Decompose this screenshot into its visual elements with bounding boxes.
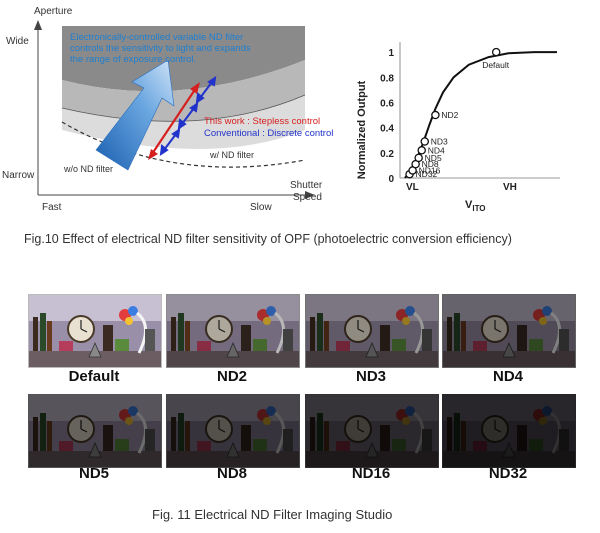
point-nd2 xyxy=(431,110,440,120)
scene-thumbnail-nd2 xyxy=(166,294,300,368)
scene-thumbnail-nd5 xyxy=(28,394,162,468)
y-tick-label: 1 xyxy=(388,48,394,59)
point-label-nd4: ND4 xyxy=(428,145,445,155)
x-axis-arrowhead xyxy=(305,191,315,199)
this-work-label: This work : Stepless control xyxy=(204,116,320,127)
scene-thumbnail-nd4 xyxy=(442,294,576,368)
y-tick-label: 0.4 xyxy=(380,124,394,135)
point-default xyxy=(491,47,501,57)
narrow-label: Narrow xyxy=(2,170,35,181)
no-nd-curve xyxy=(61,94,306,122)
scene-label-nd32: ND32 xyxy=(488,465,528,482)
band-dark xyxy=(62,26,305,92)
y-tick-label: 0.2 xyxy=(380,149,394,160)
sensitivity-arrow xyxy=(95,59,175,171)
annotation-line-1: Electronically-controlled variable ND fi… xyxy=(70,32,243,43)
point-label-nd8: ND8 xyxy=(422,159,439,169)
scene-thumbnail-nd3 xyxy=(305,294,439,368)
nd-filter-curve xyxy=(61,121,306,168)
without-nd-label: w/o ND filter xyxy=(63,164,113,174)
exposure-diagram: Aperture Wide Narrow Fast Slow Shutter S… xyxy=(2,6,333,213)
point-label-default: Default xyxy=(482,60,510,70)
scene-image xyxy=(306,395,438,467)
stepless-arrowhead-bottom xyxy=(148,149,158,160)
shutter-label: Shutter xyxy=(290,180,323,191)
point-nd4 xyxy=(417,146,426,155)
scene-label-nd3: ND3 xyxy=(355,368,386,385)
point-nd5 xyxy=(414,153,423,163)
scene-thumbnail-default xyxy=(28,294,162,368)
y-tick-label: 0.6 xyxy=(380,98,394,109)
point-label-nd2: ND2 xyxy=(441,110,458,120)
conventional-label: Conventional : Discrete control xyxy=(204,128,333,139)
fig11-caption: Fig. 11 Electrical ND Filter Imaging Stu… xyxy=(152,507,393,522)
speed-label: Speed xyxy=(293,192,322,203)
scene-image xyxy=(167,395,299,467)
annotation-line-3: the range of exposure control. xyxy=(70,54,196,65)
band-mid xyxy=(62,60,305,122)
aperture-label: Aperture xyxy=(34,6,73,17)
scene-label-default: Default xyxy=(68,368,120,385)
x-tick-vl: VL xyxy=(406,182,419,193)
fig10-caption: Fig.10 Effect of electrical ND filter se… xyxy=(24,232,512,246)
scene-thumbnail-nd32 xyxy=(442,394,576,468)
y-tick-labels: 0 0.2 0.4 0.6 0.8 1 xyxy=(380,48,394,185)
stepless-arrowhead-top xyxy=(190,82,200,94)
discrete-arrows xyxy=(159,75,217,157)
x-tick-vh: VH xyxy=(503,182,517,193)
point-label-nd16: ND16 xyxy=(419,165,441,175)
scene-label-nd2: ND2 xyxy=(216,368,247,385)
chart-xlabel: VITO xyxy=(465,199,486,213)
scene-image xyxy=(443,295,575,367)
y-tick-label: 0.8 xyxy=(380,73,394,84)
scene-label-nd4: ND4 xyxy=(492,368,523,385)
with-nd-label: w/ ND filter xyxy=(209,150,254,160)
scene-label-nd5: ND5 xyxy=(78,465,109,482)
point-label-nd32: ND32 xyxy=(416,169,438,179)
y-axis-arrowhead xyxy=(34,20,42,30)
scene-label-nd16: ND16 xyxy=(351,465,391,482)
point-label-nd5: ND5 xyxy=(425,153,442,163)
scene-image xyxy=(29,395,161,467)
y-tick-label: 0 xyxy=(388,174,394,185)
annotation-line-2: controls the sensitivity to light and ex… xyxy=(70,43,251,54)
chart-ylabel: Normalized Output xyxy=(356,80,368,179)
stepless-arrow xyxy=(151,87,197,155)
scene-label-nd8: ND8 xyxy=(216,465,247,482)
scene-thumbnail-nd16 xyxy=(305,394,439,468)
scene-thumbnail-nd8 xyxy=(166,394,300,468)
wide-label: Wide xyxy=(6,36,29,47)
scene-image xyxy=(167,295,299,367)
slow-label: Slow xyxy=(250,202,272,213)
scene-image xyxy=(29,295,161,367)
point-label-nd3: ND3 xyxy=(431,136,448,146)
point-nd3 xyxy=(420,137,430,146)
fast-label: Fast xyxy=(42,202,62,213)
scene-image xyxy=(306,295,438,367)
normalized-output-chart: Normalized Output 0 0.2 0.4 0.6 0.8 1 ND32ND1… xyxy=(356,42,560,213)
scene-image xyxy=(443,395,575,467)
